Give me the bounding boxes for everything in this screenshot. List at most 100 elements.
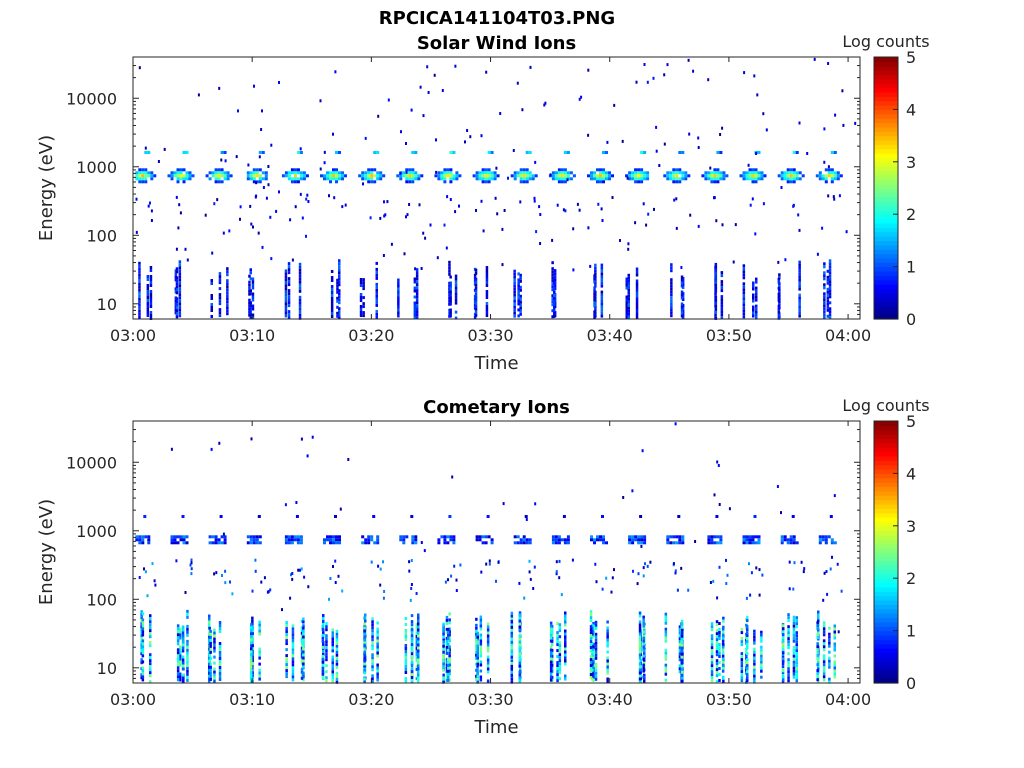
spectrogram-cell xyxy=(291,669,295,673)
spectrogram-cell xyxy=(782,651,785,655)
spectrogram-cell xyxy=(495,579,497,583)
spectrogram-cell xyxy=(331,655,334,659)
spectrogram-cell xyxy=(525,538,529,542)
spectrogram-cell xyxy=(713,493,716,497)
spectrogram-cell xyxy=(249,307,252,311)
spectrogram-cell xyxy=(338,541,341,545)
spectrogram-cell xyxy=(827,165,830,169)
spectrogram-cell xyxy=(510,619,513,623)
colorbar-segment xyxy=(874,613,898,619)
spectrogram-cell xyxy=(513,272,516,276)
colorbar-segment xyxy=(874,477,898,483)
spectrogram-cell xyxy=(519,300,522,304)
spectrogram-cell xyxy=(442,635,445,639)
spectrogram-cell xyxy=(336,287,339,291)
spectrogram-cell xyxy=(176,663,180,667)
spectrogram-cell xyxy=(798,314,801,318)
spectrogram-cell xyxy=(375,303,378,307)
spectrogram-cell xyxy=(675,197,678,201)
spectrogram-cell xyxy=(742,294,746,298)
spectrogram-cell xyxy=(519,276,522,280)
spectrogram-cell xyxy=(210,303,213,306)
spectrogram-cell xyxy=(144,180,148,184)
spectrogram-cell xyxy=(363,680,366,684)
spectrogram-cell xyxy=(363,626,366,630)
spectrogram-cell xyxy=(287,316,291,320)
spectrogram-cell xyxy=(643,151,647,154)
spectrogram-cell xyxy=(446,195,449,199)
spectrogram-cell xyxy=(214,180,218,184)
panel-title: Solar Wind Ions xyxy=(417,33,576,54)
spectrogram-cell xyxy=(214,177,218,181)
spectrogram-cell xyxy=(178,275,182,279)
spectrogram-cell xyxy=(370,171,374,175)
spectrogram-cell xyxy=(823,274,826,278)
spectrogram-cell xyxy=(645,223,648,227)
spectrogram-cell xyxy=(680,649,684,653)
spectrogram-cell xyxy=(680,673,684,677)
spectrogram-cell xyxy=(528,559,531,563)
spectrogram-cell xyxy=(466,129,469,132)
spectrogram-cell xyxy=(753,515,757,518)
spectrogram-cell xyxy=(338,274,341,278)
spectrogram-cell xyxy=(476,650,479,654)
spectrogram-cell xyxy=(287,535,291,539)
spectrogram-cell xyxy=(149,674,152,678)
spectrogram-cell xyxy=(218,302,222,306)
spectrogram-cell xyxy=(255,168,259,172)
spectrogram-cell xyxy=(637,177,641,181)
spectrogram-cell xyxy=(646,177,650,181)
spectrogram-cell xyxy=(792,168,796,172)
spectrogram-cell xyxy=(141,627,145,631)
spectrogram-cell xyxy=(836,562,839,566)
spectrogram-cell xyxy=(250,671,253,675)
spectrogram-cell xyxy=(338,171,341,175)
spectrogram-cell xyxy=(558,635,562,639)
spectrogram-cell xyxy=(590,535,593,539)
spectrogram-cell xyxy=(716,174,720,178)
spectrogram-cell xyxy=(513,278,516,282)
spectrogram-cell xyxy=(751,535,755,539)
spectrogram-cell xyxy=(638,656,642,660)
spectrogram-cell xyxy=(323,538,326,542)
spectrogram-cell xyxy=(721,660,725,664)
spectrogram-cell xyxy=(549,624,553,628)
spectrogram-cell xyxy=(375,267,378,271)
spectrogram-cell xyxy=(720,289,724,293)
spectrogram-cell xyxy=(250,665,253,669)
spectrogram-cell xyxy=(261,151,265,154)
colorbar-segment xyxy=(874,279,898,285)
spectrogram-cell xyxy=(551,303,554,307)
spectrogram-cell xyxy=(539,213,542,216)
spectrogram-cell xyxy=(332,132,334,136)
spectrogram-cell xyxy=(363,656,366,660)
spectrogram-cell xyxy=(377,114,380,118)
spectrogram-cell xyxy=(798,308,801,312)
spectrogram-cell xyxy=(448,618,451,622)
spectrogram-cell xyxy=(302,647,305,651)
spectrogram-cell xyxy=(824,180,828,184)
spectrogram-cell xyxy=(319,167,322,171)
spectrogram-cell xyxy=(249,177,253,181)
spectrogram-cell xyxy=(792,180,796,184)
spectrogram-cell xyxy=(178,299,182,303)
spectrogram-cell xyxy=(678,177,682,181)
spectrogram-cell xyxy=(556,673,559,677)
spectrogram-cell xyxy=(599,535,602,539)
spectrogram-cell xyxy=(828,316,832,320)
spectrogram-cell xyxy=(226,273,229,277)
spectrogram-cell xyxy=(635,303,639,307)
spectrogram-cell xyxy=(666,177,670,181)
colorbar-segment xyxy=(874,78,898,84)
spectrogram-cell xyxy=(551,288,554,292)
spectrogram-cell xyxy=(833,636,836,640)
spectrogram-cell xyxy=(257,515,261,518)
colorbar-segment xyxy=(874,253,898,259)
spectrogram-cell xyxy=(325,655,328,659)
spectrogram-cell xyxy=(832,195,835,199)
spectrogram-cell xyxy=(373,174,377,178)
spectrogram-cell xyxy=(640,544,643,548)
spectrogram-cell xyxy=(519,297,522,301)
spectrogram-cell xyxy=(335,680,339,684)
spectrogram-cell xyxy=(658,164,661,167)
